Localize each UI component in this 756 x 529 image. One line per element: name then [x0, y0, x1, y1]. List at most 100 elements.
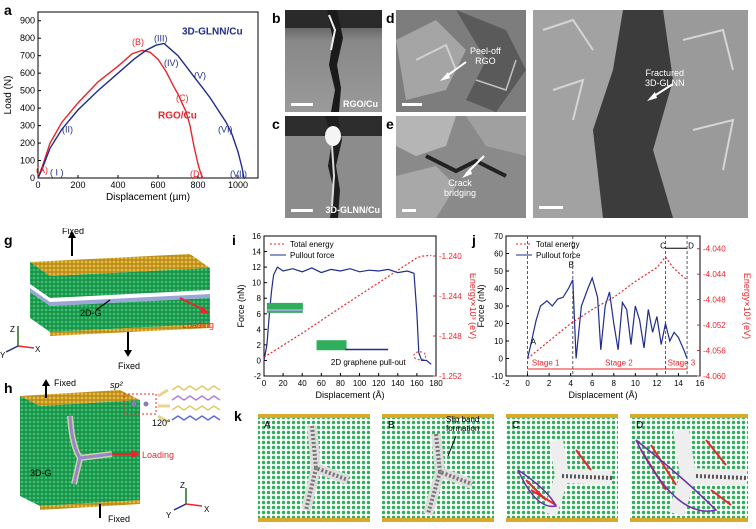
y-tick-label: 700 [20, 51, 35, 61]
g-2dg-label: 2D-G [80, 308, 102, 318]
scalebar-c [291, 209, 313, 212]
h-axis-x: X [204, 505, 210, 514]
y-tick-label: 400 [20, 103, 35, 113]
h-axis-y: Y [166, 511, 172, 520]
highlight-ellipse [413, 351, 427, 361]
series-Pullout force [263, 266, 432, 365]
x-tick-label: 400 [110, 180, 125, 190]
h-loading-label: Loading [142, 450, 174, 460]
y-tick-label: 10 [494, 337, 503, 346]
stage-2-label: Stage 2 [605, 359, 633, 368]
y-right-axis-label: Energy×10³ (eV) [742, 273, 752, 339]
x-axis-label: Displacement (µm) [106, 192, 190, 203]
annotation-blue-V: (V) [194, 70, 206, 80]
y-right-tick-label: -4.044 [703, 270, 726, 279]
y-tick-label: 800 [20, 33, 35, 43]
x-tick-label: 1000 [228, 180, 248, 190]
sem-image-e: Crack bridging [396, 116, 526, 218]
y-tick-label: 4 [257, 325, 262, 334]
annotation-blue-III: (III) [154, 34, 168, 44]
annotation-red-A: (A) [36, 165, 48, 175]
x-axis-label: Displacement (Å) [568, 390, 637, 400]
x-tick-label: 800 [190, 180, 205, 190]
k-slip-line1: Slip band [446, 415, 479, 424]
x-tick-label: 4 [568, 379, 573, 388]
y-right-tick-label: -1.248 [439, 332, 462, 341]
x-tick-label: 180 [429, 379, 443, 388]
legend-glnn: 3D-GLNN/Cu [182, 27, 243, 38]
load-displacement-chart: 0 200 400 600 800 1000 0 100 200 300 400 500 600 700 8… [3, 11, 259, 203]
x-tick-label: 0 [262, 379, 267, 388]
x-tick-label: 80 [336, 379, 345, 388]
sem-image-c: 3D-GLNN/Cu [285, 116, 382, 218]
inset-graphene-layer [266, 309, 303, 312]
inset-graphene-end [316, 340, 347, 351]
annotation-blue-VII: (VII) [230, 169, 247, 179]
point-B: B [569, 261, 574, 270]
y-tick-label: 0 [499, 355, 504, 364]
sem-label-d: Peel-off RGO [470, 46, 501, 66]
md-model-h: Fixed Fixed 3D-G Loading sp² 120° Z Y X [20, 378, 228, 524]
k-slip-line2: formation [446, 424, 479, 433]
x-tick-label: 40 [298, 379, 307, 388]
sem-label-b: RGO/Cu [343, 99, 378, 109]
sem-d-texture [396, 10, 526, 112]
y-right-tick-label: -1.240 [439, 252, 462, 261]
y-axis-label: Force (nN) [236, 284, 246, 327]
sem-e-texture [396, 116, 526, 218]
series-Total energy [263, 254, 432, 358]
panel-letter-c: c [272, 116, 280, 132]
x-tick-label: 120 [372, 379, 386, 388]
snapshot-c: C [506, 414, 618, 522]
y-right-axis-label: Energy×10³ (eV) [468, 273, 476, 339]
panel-letter-d: d [386, 10, 395, 26]
sem-label-f: Fractured 3D-GLNN [645, 68, 685, 88]
y-tick-label: 14 [252, 248, 261, 257]
x-tick-label: 60 [317, 379, 326, 388]
x-tick-label: 600 [150, 180, 165, 190]
pullout-3d-chart: -2 0 2 4 6 8 10 12 14 16 -10 0 10 20 30 40 50 60 70 -4.060 -… [476, 232, 752, 400]
annotation-blue-VI: (VI) [218, 125, 233, 135]
scalebar-e [402, 209, 416, 212]
x-tick-label: -2 [502, 379, 510, 388]
panel-letter-e: e [386, 116, 394, 132]
h-lattice-inset [170, 382, 228, 432]
scalebar-b [291, 103, 313, 106]
y-tick-label: 60 [494, 250, 503, 259]
panel-letter-h: h [4, 380, 13, 396]
panel-letter-j: j [472, 232, 476, 248]
annotation-blue-I: ( I ) [50, 167, 64, 177]
panel-letter-k: k [234, 408, 242, 424]
y-right-tick-label: -4.040 [703, 245, 726, 254]
snapshot-k-svg: A B Slip band formation C [258, 414, 748, 522]
y-right-tick-label: -1.244 [439, 292, 462, 301]
annotation-blue-IV: (IV) [164, 58, 179, 68]
x-tick-label: 8 [612, 379, 617, 388]
g-fixed-top: Fixed [62, 228, 84, 236]
x-tick-label: 200 [70, 180, 85, 190]
y-tick-label: 500 [20, 86, 35, 96]
g-axis-z: Z [10, 325, 15, 334]
x-axis-label: Displacement (Å) [315, 390, 384, 400]
x-tick-label: 16 [696, 379, 705, 388]
scalebar-f [539, 206, 563, 209]
y-right-tick-label: -1.252 [439, 372, 462, 381]
sem-label-e: Crack bridging [444, 178, 477, 198]
h-fixed-top: Fixed [54, 378, 76, 388]
y-tick-label: 40 [494, 285, 503, 294]
pullout-2d-chart: 0 20 40 60 80 100 120 140 160 180-20246810121416-… [236, 232, 476, 400]
series-RGO/Cu [37, 49, 204, 179]
inset-annotation: 2D graphene pull-out [331, 358, 406, 367]
panel-letter-g: g [4, 232, 13, 248]
x-tick-label: 6 [590, 379, 595, 388]
y-tick-label: 200 [20, 138, 35, 148]
annotation-red-D: (D) [190, 169, 203, 179]
x-tick-label: 14 [674, 379, 683, 388]
x-tick-label: 160 [410, 379, 424, 388]
y-tick-label: 8 [257, 294, 262, 303]
y-tick-label: 30 [494, 302, 503, 311]
h-fixed-bottom: Fixed [108, 514, 130, 524]
g-axis-x: X [35, 345, 41, 354]
x-tick-label: 12 [652, 379, 661, 388]
y-tick-label: 0 [30, 173, 35, 183]
